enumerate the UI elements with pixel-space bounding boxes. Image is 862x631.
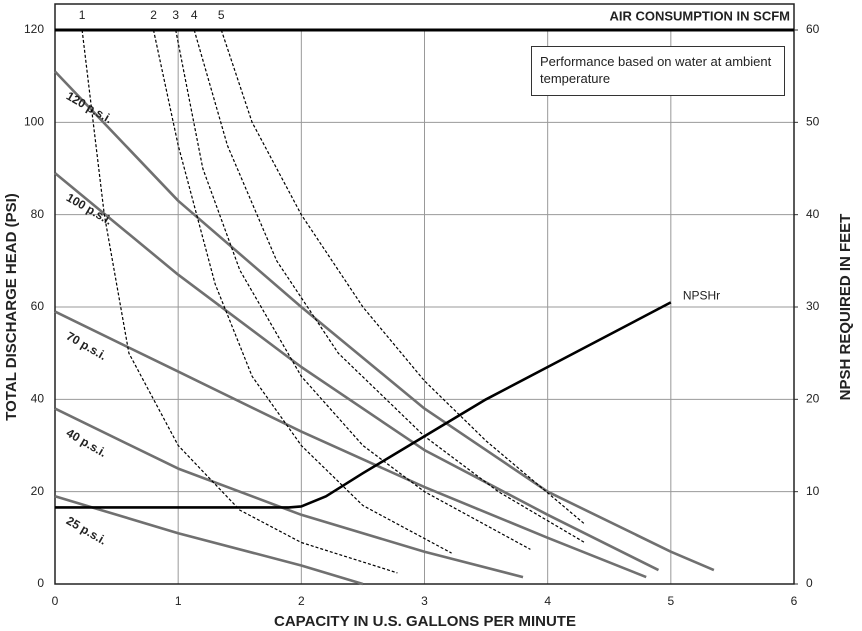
y2-tick-label: 40 [806,207,820,221]
pressure-curve [54,172,660,572]
pressure-curve [54,407,524,579]
y2-tick-label: 60 [806,22,820,36]
x-tick-label: 3 [421,594,428,608]
y-tick-label: 20 [31,484,45,498]
air-curve [175,29,531,550]
air-curve [152,29,452,554]
x-tick-label: 0 [52,594,59,608]
pressure-curve [54,70,715,572]
air-curve [81,29,398,574]
air-label: 5 [218,8,225,22]
air-label: 3 [172,8,179,22]
y-axis-title: TOTAL DISCHARGE HEAD (PSI) [3,193,20,421]
x-tick-label: 5 [667,594,674,608]
series-label: 120 p.s.i. [64,89,115,126]
x-tick-label: 2 [298,594,305,608]
y2-tick-label: 30 [806,299,820,313]
air-label: 2 [150,8,157,22]
x-tick-label: 6 [791,594,798,608]
pressure-curve [54,310,647,579]
y2-tick-label: 0 [806,576,813,590]
y-tick-label: 100 [24,115,44,129]
series-label: NPSHr [683,289,720,303]
air-label: 4 [191,8,198,22]
air-label: 1 [79,8,86,22]
series-label: 100 p.s.i. [64,190,115,227]
air-curve [220,29,585,525]
y-tick-label: 40 [31,392,45,406]
y-tick-label: 0 [37,576,44,590]
frame [54,3,795,585]
y2-axis-title: NPSH REQUIRED IN FEET [837,214,854,401]
air-curve [193,29,585,544]
y2-tick-label: 10 [806,484,820,498]
y2-tick-label: 50 [806,115,820,129]
x-tick-label: 1 [175,594,182,608]
series-label: 25 p.s.i. [64,514,109,548]
x-tick-label: 4 [544,594,551,608]
npsh-curve [55,301,672,509]
annotation: Performance based on water at ambient te… [531,46,785,96]
top-axis-title: AIR CONSUMPTION IN SCFM [609,8,790,23]
y-tick-label: 80 [31,207,45,221]
y-tick-label: 60 [31,299,45,313]
x-axis-title: CAPACITY IN U.S. GALLONS PER MINUTE [274,613,576,630]
y-tick-label: 120 [24,22,44,36]
pressure-curve [54,495,364,586]
y2-tick-label: 20 [806,392,820,406]
